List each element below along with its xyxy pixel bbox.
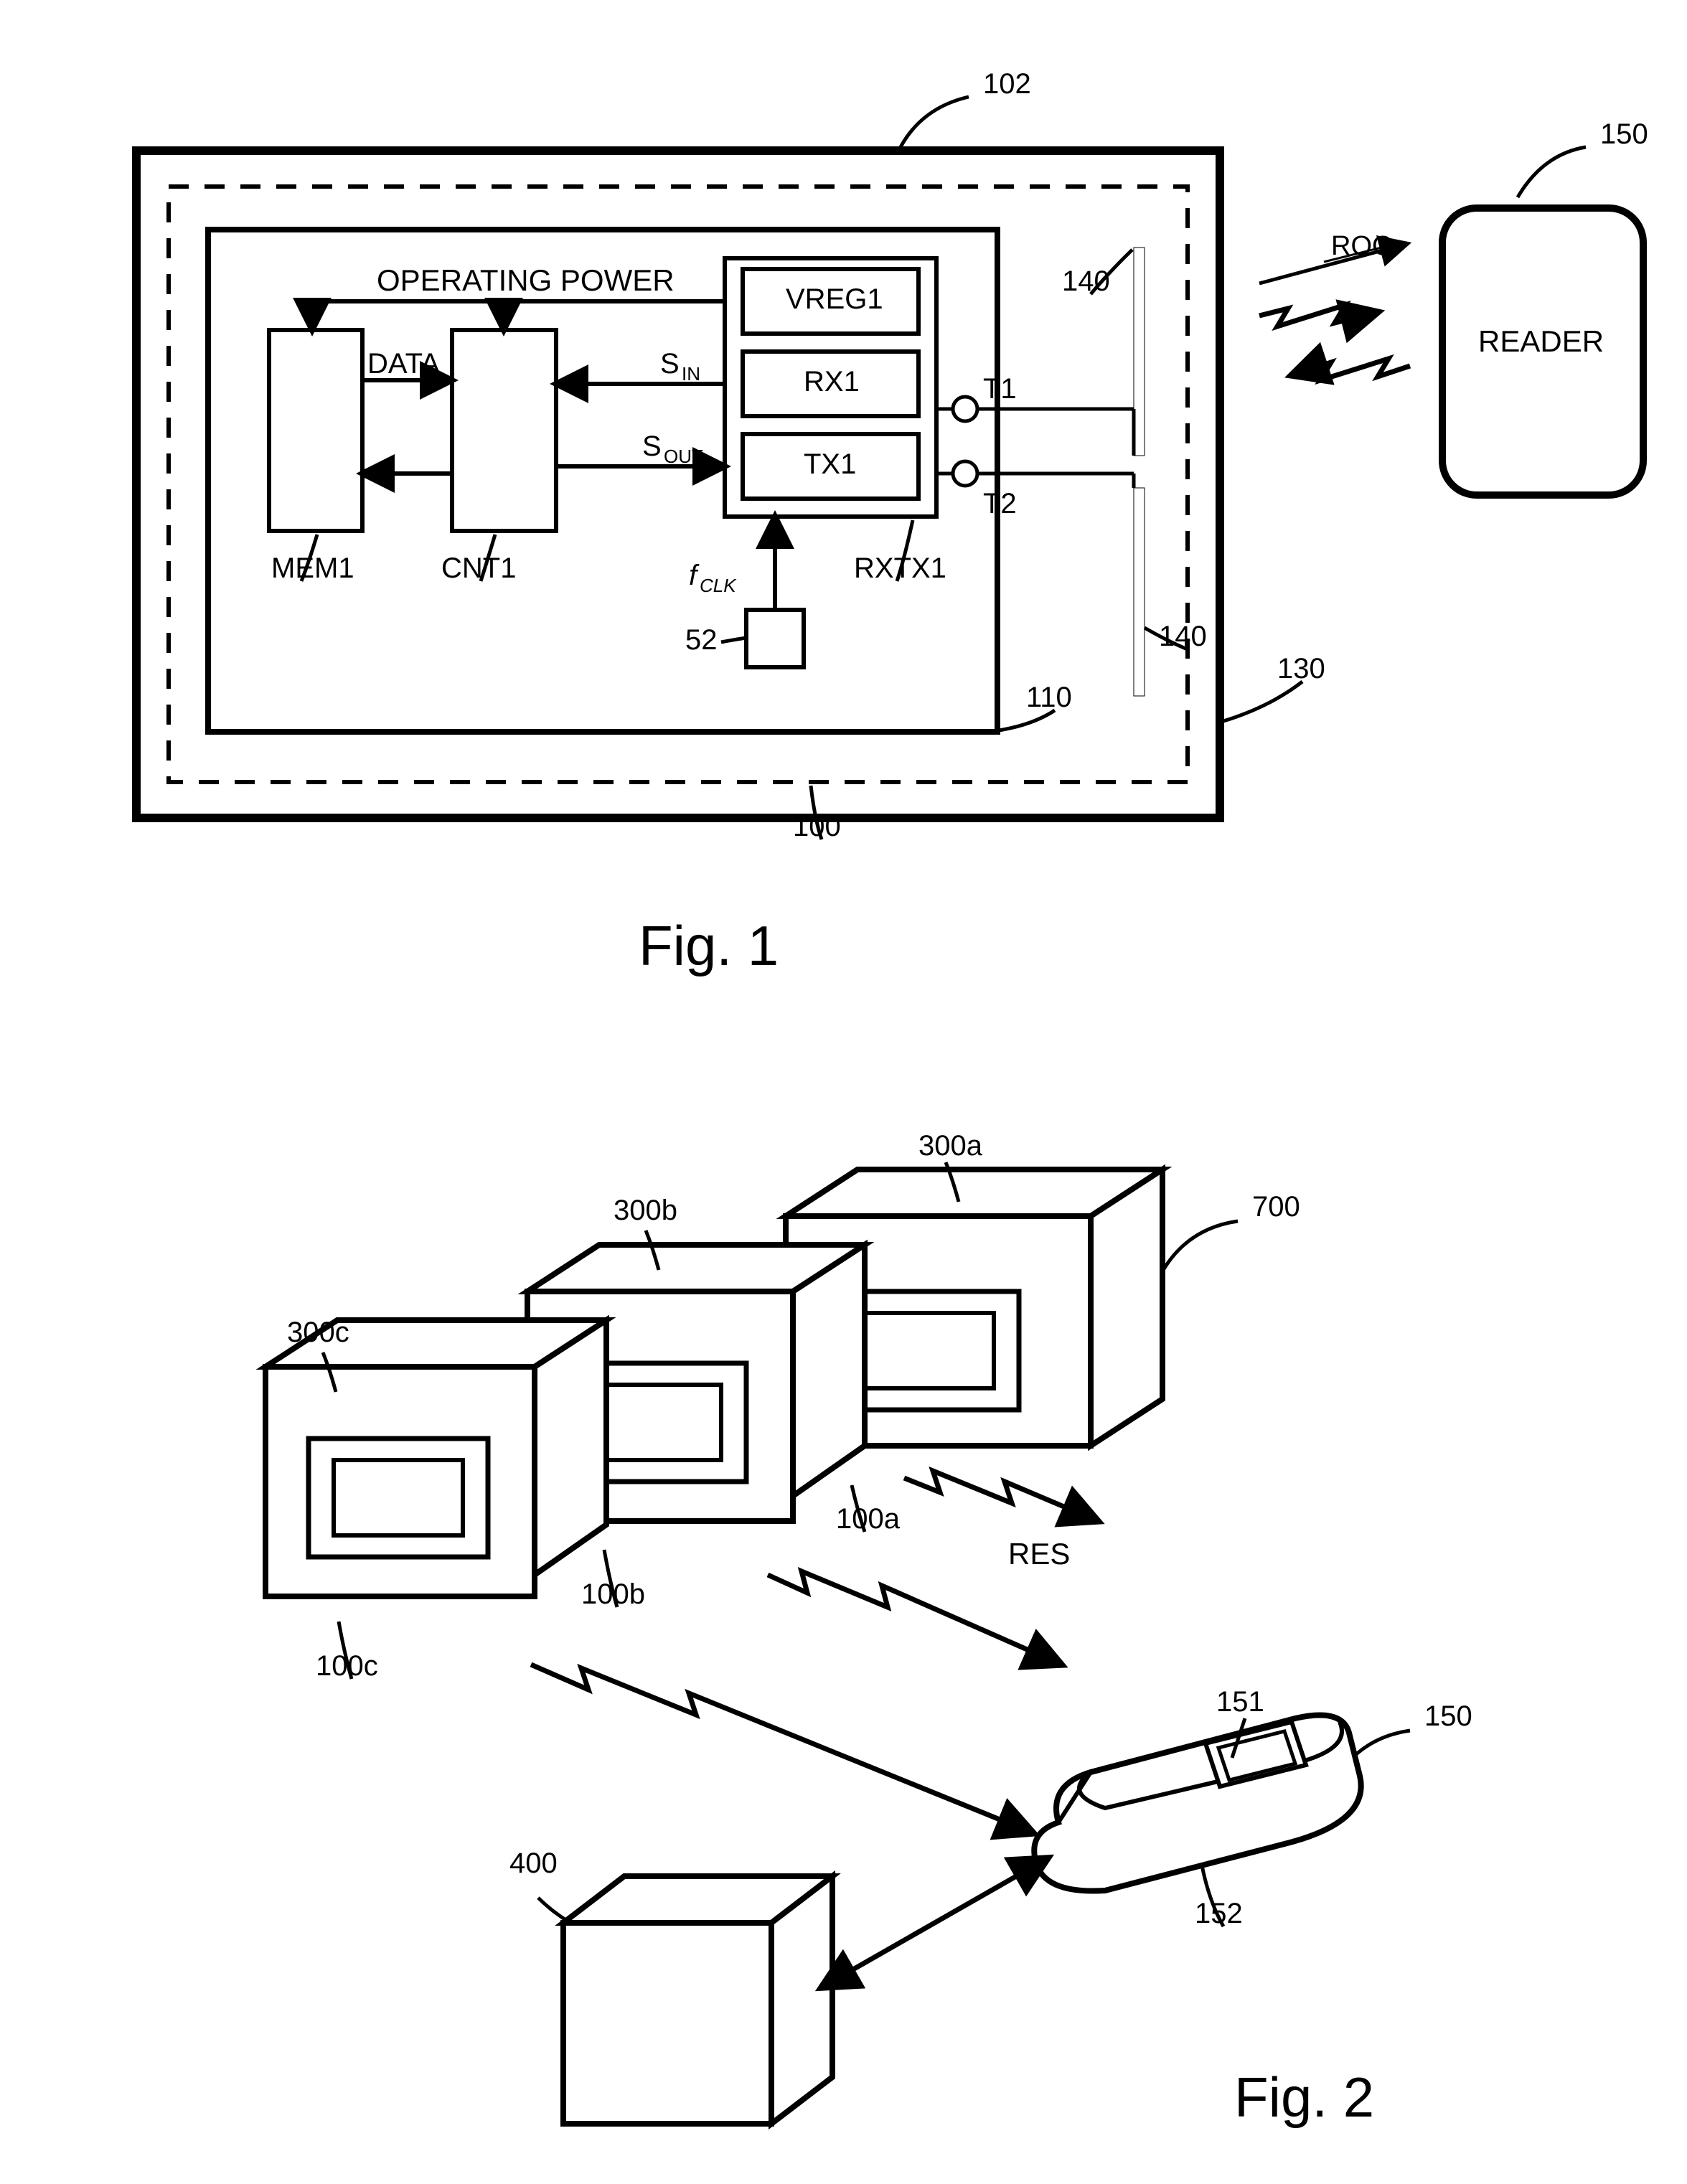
- label: S: [660, 348, 680, 380]
- label: 300c: [287, 1317, 349, 1348]
- label: TX1: [804, 448, 856, 480]
- label: 110: [1026, 682, 1072, 713]
- label: T1: [983, 373, 1017, 405]
- label: RX1: [804, 366, 860, 397]
- label: CNT1: [441, 552, 516, 584]
- label: 100a: [836, 1503, 901, 1535]
- svg-text:Fig. 1: Fig. 1: [639, 914, 779, 977]
- label: 151: [1216, 1686, 1264, 1718]
- label: 130: [1277, 653, 1325, 684]
- label: 150: [1424, 1700, 1472, 1732]
- svg-text:Fig. 2: Fig. 2: [1234, 2066, 1374, 2129]
- label: 400: [509, 1848, 558, 1879]
- label: IN: [682, 363, 700, 385]
- label: READER: [1478, 324, 1604, 358]
- label: 700: [1252, 1191, 1300, 1223]
- label: 300a: [918, 1130, 983, 1162]
- label: T2: [983, 488, 1017, 519]
- label: 52: [685, 624, 718, 656]
- label: CLK: [700, 575, 737, 596]
- label: 102: [983, 68, 1031, 100]
- label: RES: [1008, 1537, 1070, 1571]
- label: DATA: [367, 348, 440, 380]
- label: VREG1: [786, 283, 883, 315]
- label: S: [642, 430, 662, 462]
- label: 300b: [614, 1195, 677, 1226]
- label: OPERATING POWER: [377, 263, 675, 297]
- label: ROG: [1331, 231, 1394, 261]
- label: OUT: [664, 446, 703, 467]
- label: 150: [1600, 118, 1648, 150]
- label: MEM1: [271, 552, 354, 584]
